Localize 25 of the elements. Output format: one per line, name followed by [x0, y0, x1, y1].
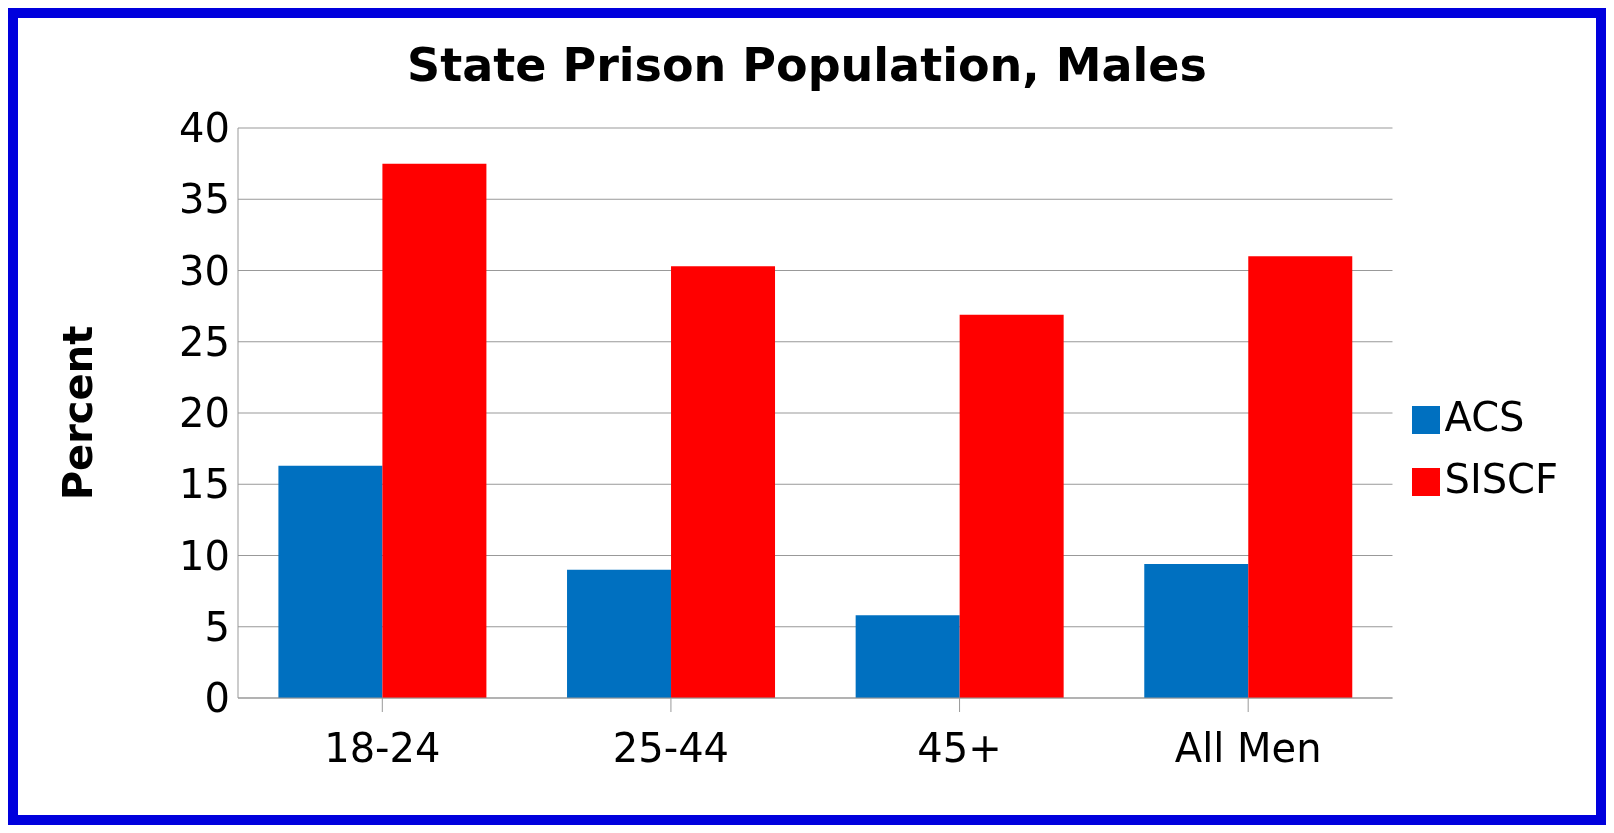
- y-tick-label: 30: [179, 247, 230, 294]
- bar: [1248, 256, 1353, 698]
- bar: [855, 615, 960, 698]
- bar: [382, 163, 487, 698]
- y-tick-label: 0: [204, 675, 230, 722]
- x-tick-label: 18-24: [324, 725, 441, 772]
- chart-title: State Prison Population, Males: [406, 38, 1208, 94]
- y-axis-title: Percent: [55, 325, 102, 501]
- y-tick-label: 40: [179, 105, 230, 152]
- x-tick-label: 45+: [917, 725, 1002, 772]
- bar: [1144, 564, 1249, 698]
- x-tick-label: 25-44: [612, 725, 730, 772]
- bar: [959, 314, 1064, 698]
- bar: [671, 266, 776, 698]
- y-tick-label: 20: [179, 390, 230, 437]
- y-tick-label: 15: [179, 461, 230, 508]
- x-tick-label: All Men: [1174, 725, 1322, 772]
- y-tick-label: 5: [204, 603, 230, 650]
- y-tick-label: 35: [179, 176, 230, 223]
- legend-label: ACS: [1444, 394, 1525, 440]
- y-tick-label: 25: [179, 318, 230, 365]
- bar: [278, 465, 383, 698]
- legend-label: SISCF: [1444, 456, 1558, 502]
- y-tick-label: 10: [179, 532, 230, 579]
- bar: [567, 569, 672, 698]
